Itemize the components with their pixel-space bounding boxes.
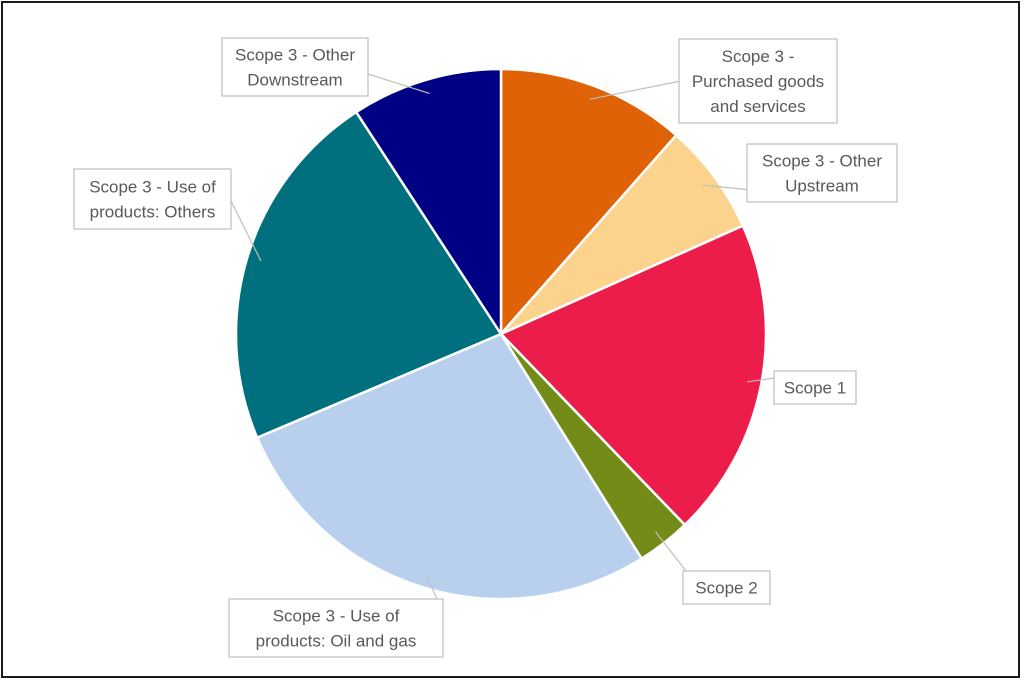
pie-slice-2 — [498, 224, 768, 527]
slice-label-4: Scope 3 - Use of products: Oil and gas — [256, 607, 417, 651]
leader-line-3 — [655, 531, 687, 572]
label-box-6 — [221, 37, 369, 97]
leader-line-5 — [230, 200, 262, 262]
pie-slice-5 — [234, 110, 503, 440]
slice-label-line: Scope 2 — [695, 579, 757, 598]
slice-label-3: Scope 2 — [695, 579, 757, 598]
leader-line-6 — [367, 73, 430, 94]
slice-label-5: Scope 3 - Use of products: Others — [89, 178, 216, 222]
slice-label-line: Scope 3 - Other — [762, 152, 882, 171]
slice-label-6: Scope 3 - Other Downstream — [235, 46, 355, 90]
slice-label-2: Scope 1 — [784, 379, 846, 398]
pie-slice-6 — [354, 67, 503, 339]
slice-label-line: Scope 3 - — [722, 47, 795, 66]
label-box-3 — [682, 570, 771, 605]
pie-slice-4 — [255, 332, 644, 601]
slice-label-line: Purchased goods — [692, 72, 824, 91]
label-box-0 — [678, 38, 838, 124]
slice-label-1: Scope 3 - Other Upstream — [762, 152, 882, 196]
leader-line-2 — [747, 377, 775, 383]
slice-label-line: Scope 3 - Use of — [89, 178, 216, 197]
pie-slices — [234, 67, 768, 601]
pie-slice-1 — [500, 133, 745, 336]
slice-label-line: products: Oil and gas — [256, 632, 417, 651]
slice-label-line: Scope 1 — [784, 379, 846, 398]
slice-label-0: Scope 3 - Purchased goods and services — [692, 47, 824, 116]
slice-label-line: Upstream — [785, 177, 859, 196]
label-box-4 — [228, 598, 444, 658]
slice-label-line: Scope 3 - Other — [235, 46, 355, 65]
label-box-5 — [73, 168, 232, 230]
slice-label-line: Downstream — [247, 71, 342, 90]
leader-line-1 — [703, 184, 752, 191]
slice-label-line: and services — [710, 97, 805, 116]
slice-label-line: Scope 3 - Use of — [273, 607, 400, 626]
label-box-2 — [773, 370, 857, 405]
label-box-1 — [746, 143, 898, 203]
leader-line-4 — [425, 573, 438, 600]
slice-labels: Scope 3 -Purchased goods and servicesScop… — [73, 37, 898, 658]
leader-lines — [230, 73, 775, 600]
leader-line-0 — [589, 79, 687, 100]
pie-slice-0 — [499, 67, 679, 338]
slice-label-line: products: Others — [90, 203, 216, 222]
